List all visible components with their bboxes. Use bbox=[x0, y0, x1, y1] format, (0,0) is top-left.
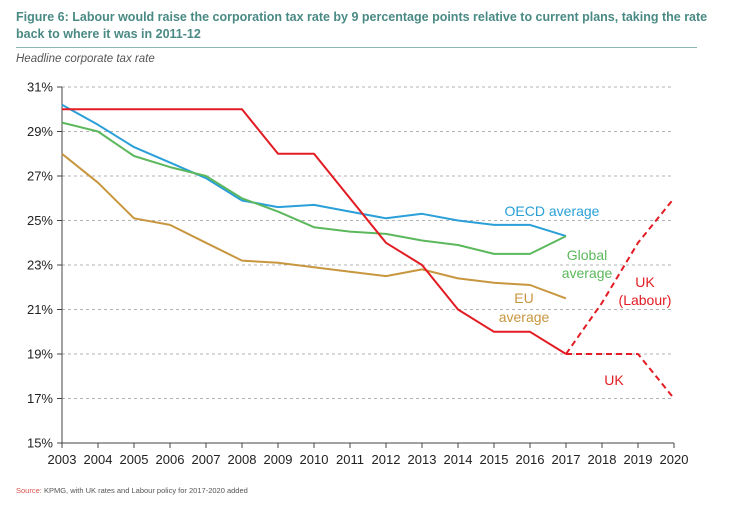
y-tick-label: 31% bbox=[27, 80, 53, 95]
x-tick-label: 2004 bbox=[84, 452, 113, 467]
series-line-uk bbox=[566, 353, 675, 400]
chart-subtitle: Headline corporate tax rate bbox=[16, 53, 155, 65]
x-tick-label: 2013 bbox=[408, 452, 437, 467]
series-label: UK bbox=[604, 372, 624, 388]
series-line-eu-average bbox=[61, 153, 567, 300]
series-label: average bbox=[562, 265, 613, 281]
x-tick-label: 2003 bbox=[48, 452, 77, 467]
chart-title: Figure 6: Labour would raise the corpora… bbox=[16, 10, 708, 41]
series-line-oecd-average bbox=[61, 103, 567, 238]
title-divider bbox=[16, 47, 697, 48]
x-tick-label: 2011 bbox=[336, 452, 364, 467]
x-tick-label: 2009 bbox=[264, 452, 293, 467]
series-labels: OECD average Global average EU average UK UK (L… bbox=[499, 203, 672, 388]
y-tick-label: 29% bbox=[27, 124, 53, 139]
axes bbox=[57, 86, 675, 448]
source-label: Source: bbox=[16, 486, 42, 495]
series-label: average bbox=[499, 309, 550, 325]
x-tick-label: 2014 bbox=[444, 452, 473, 467]
source-text: KPMG, with UK rates and Labour policy fo… bbox=[41, 486, 248, 495]
y-tick-label: 15% bbox=[27, 436, 53, 451]
series-label: OECD average bbox=[505, 203, 600, 219]
x-tick-label: 2019 bbox=[624, 452, 653, 467]
y-tick-label: 17% bbox=[27, 391, 53, 406]
x-tick-label: 2008 bbox=[228, 452, 257, 467]
y-tick-label: 27% bbox=[27, 169, 53, 184]
y-tick-label: 21% bbox=[27, 302, 53, 317]
x-tick-labels: 2003 2004 2005 2006 2007 2008 2009 2010 2011 2012… bbox=[48, 452, 689, 467]
series-line-global-average bbox=[61, 121, 567, 255]
y-tick-label: 19% bbox=[27, 347, 53, 362]
y-tick-label: 23% bbox=[27, 258, 53, 273]
series-label: EU bbox=[514, 290, 533, 306]
y-tick-labels: 15% 17% 19% 21% 23% 25% 27% 29% 31% bbox=[27, 80, 53, 451]
series-label: Global bbox=[567, 247, 607, 263]
x-tick-label: 2012 bbox=[372, 452, 401, 467]
series-label: (Labour) bbox=[619, 292, 672, 308]
x-tick-label: 2016 bbox=[516, 452, 545, 467]
x-tick-label: 2018 bbox=[588, 452, 617, 467]
x-tick-label: 2017 bbox=[552, 452, 581, 467]
grid-lines bbox=[62, 86, 674, 399]
series-line-uk bbox=[62, 108, 567, 355]
x-tick-label: 2005 bbox=[120, 452, 149, 467]
x-tick-label: 2006 bbox=[156, 452, 185, 467]
y-tick-label: 25% bbox=[27, 213, 53, 228]
x-tick-label: 2015 bbox=[480, 452, 509, 467]
x-tick-label: 2007 bbox=[192, 452, 221, 467]
x-tick-label: 2020 bbox=[660, 452, 689, 467]
source-note: Source: KPMG, with UK rates and Labour p… bbox=[16, 486, 248, 495]
x-tick-label: 2010 bbox=[300, 452, 329, 467]
series-line-uk-labour bbox=[565, 197, 675, 355]
series-label: UK bbox=[635, 274, 655, 290]
series-lines bbox=[61, 103, 675, 400]
